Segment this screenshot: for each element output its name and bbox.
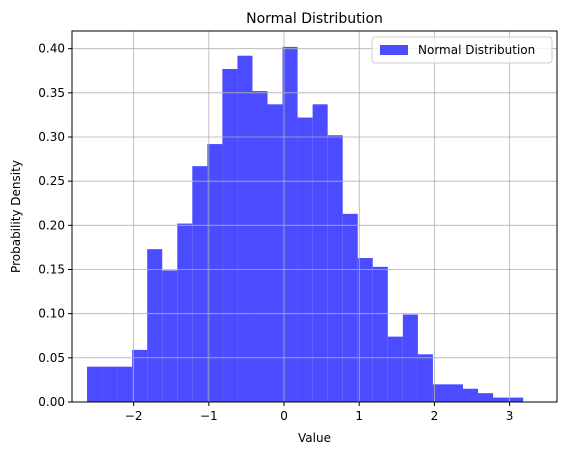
histogram-bar: [387, 336, 403, 402]
plot-frame: [71, 30, 558, 403]
y-axis-ticks: 0.00 0.05 0.10 0.15 0.20 0.25 0.30 0.35 0.40: [38, 42, 72, 409]
x-tick-label: 0: [280, 409, 288, 423]
histogram-bar: [417, 354, 433, 402]
histogram-bar: [132, 349, 148, 402]
y-tick-label: 0.00: [38, 395, 65, 409]
legend-box: [371, 36, 553, 64]
histogram-bar: [327, 135, 343, 402]
chart-title: Normal Distribution: [246, 11, 383, 27]
x-tick-label: 1: [355, 409, 363, 423]
histogram-bars: [87, 46, 524, 403]
histogram-bar: [252, 91, 268, 403]
histogram-bar: [282, 46, 298, 403]
histogram-bar: [177, 223, 193, 402]
histogram-bar: [342, 213, 358, 402]
y-tick-label: 0.10: [38, 307, 65, 321]
histogram-bar: [432, 384, 448, 402]
histogram-bar: [357, 258, 373, 402]
x-tick-label: 3: [506, 409, 514, 423]
histogram-bar: [297, 117, 313, 403]
y-tick-label: 0.40: [38, 42, 65, 56]
histogram-bar: [493, 397, 509, 402]
y-tick-label: 0.20: [38, 218, 65, 232]
histogram-bar: [222, 68, 238, 402]
y-tick-label: 0.25: [38, 174, 65, 188]
histogram-bar: [162, 270, 178, 402]
histogram-bar: [207, 144, 223, 403]
histogram-bar: [447, 384, 464, 402]
y-tick-label: 0.15: [38, 263, 65, 277]
histogram-bar: [117, 366, 133, 402]
histogram-bar: [267, 104, 283, 403]
histogram-bar: [237, 55, 253, 402]
x-tick-label: −2: [125, 409, 143, 423]
histogram-bar: [102, 366, 118, 402]
y-tick-label: 0.05: [38, 351, 65, 365]
histogram-bar: [372, 266, 388, 402]
histogram-bar: [312, 104, 328, 403]
histogram-bar: [192, 166, 208, 402]
y-axis-label: Probability Density: [9, 160, 23, 273]
legend: Normal Distribution: [371, 36, 553, 64]
histogram-bar: [87, 366, 103, 402]
y-tick-label: 0.35: [38, 86, 65, 100]
x-axis-ticks: −2 −1 0 1 2 3: [125, 402, 514, 423]
x-tick-label: 2: [431, 409, 439, 423]
x-tick-label: −1: [200, 409, 218, 423]
legend-label: Normal Distribution: [418, 43, 535, 57]
histogram-bar: [463, 388, 479, 402]
x-axis-label: Value: [298, 431, 331, 445]
legend-swatch: [380, 45, 408, 55]
histogram-bar: [402, 314, 418, 402]
y-tick-label: 0.30: [38, 130, 65, 144]
histogram-bar: [508, 397, 524, 402]
histogram-bar: [478, 393, 494, 402]
histogram-bar: [147, 249, 163, 402]
